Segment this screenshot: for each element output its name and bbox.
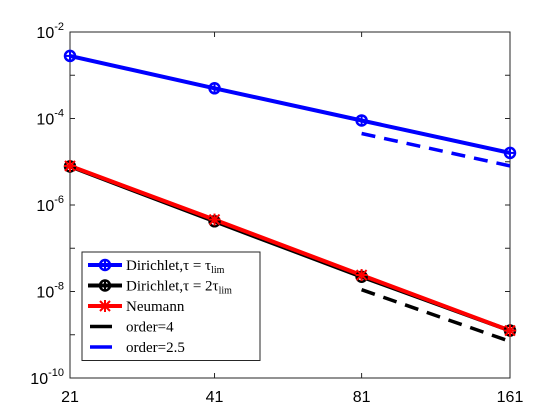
series-line-4 — [361, 131, 510, 168]
legend-label-2: Neumann — [126, 299, 185, 315]
y-tick-label: 10-4 — [36, 108, 64, 129]
x-tick-label: 41 — [206, 389, 224, 406]
data-point-2-2 — [355, 269, 368, 282]
data-point-2-1 — [208, 213, 221, 226]
legend-marker-1 — [98, 279, 112, 292]
tick-labels: 21 41 81 161 10-2 10-4 10-6 10-8 10-10 — [30, 21, 523, 406]
legend-marker-2 — [99, 300, 111, 312]
legend-label-0: Dirichlet,τ = τlim — [126, 258, 225, 276]
series-line-2 — [70, 164, 510, 333]
data-point-0-1 — [208, 82, 221, 95]
legend-label-3: order=4 — [126, 320, 174, 336]
data-point-0-2 — [355, 114, 368, 127]
legend-label-4: order=2.5 — [126, 340, 185, 356]
data-point-0-0 — [63, 49, 77, 63]
x-tick-label: 21 — [61, 389, 79, 406]
series-line-0 — [70, 53, 510, 155]
legend-marker-0 — [98, 258, 112, 272]
data-point-0-3 — [503, 146, 517, 160]
data-point-2-3 — [504, 324, 516, 337]
x-tick-label: 161 — [497, 389, 524, 406]
legend: Dirichlet,τ = τlim Dirichlet,τ = 2τlim Neu… — [81, 251, 261, 361]
y-tick-label: 10-10 — [30, 367, 64, 388]
y-tick-label: 10-2 — [36, 21, 64, 42]
legend-label-1: Dirichlet,τ = 2τlim — [126, 279, 232, 297]
data-point-2-0 — [64, 159, 76, 172]
y-tick-label: 10-6 — [36, 194, 64, 215]
series-layer — [63, 49, 517, 344]
series-line-3 — [361, 288, 510, 344]
x-tick-label: 81 — [353, 389, 371, 406]
y-tick-label: 10-8 — [36, 281, 64, 302]
